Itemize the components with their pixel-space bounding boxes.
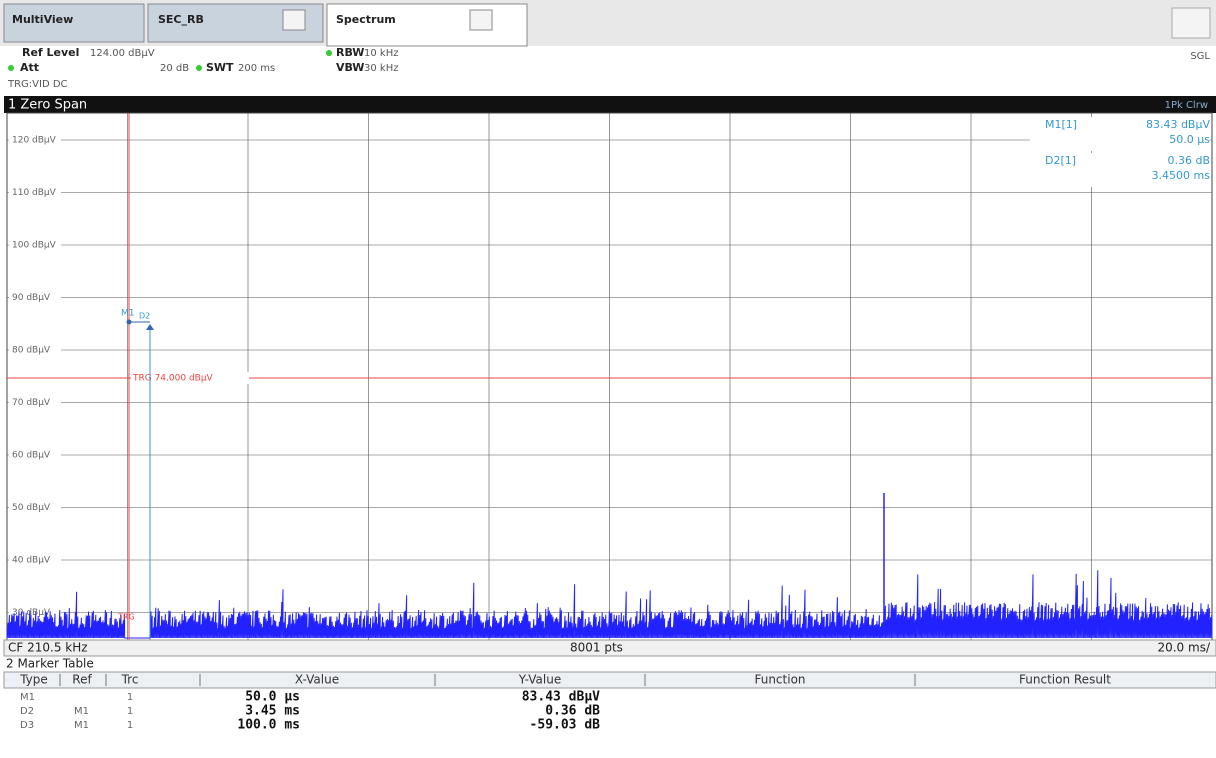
table-title: 2 Marker Table [6, 657, 94, 671]
close-button[interactable] [469, 9, 493, 31]
center-frequency: CF 210.5 kHz [8, 641, 88, 655]
marker-position: 50.0 µs [1169, 133, 1210, 146]
marker-position: 3.4500 ms [1152, 169, 1211, 182]
y-axis-label: 70 dBµV [12, 398, 51, 408]
readout-bg [1030, 117, 1210, 151]
tab[interactable] [3, 3, 145, 43]
marker-name: D2[1] [1045, 154, 1076, 167]
column-header: Function Result [1019, 673, 1111, 687]
tab-label: SEC_RB [158, 13, 204, 26]
y-axis-label: 30 dBµV [12, 608, 51, 618]
label: SWT [206, 61, 234, 74]
trace: TRG 74.000 dBµV TRG M1 D2 [6, 113, 1213, 640]
y-axis-label: 120 dBµV [12, 136, 57, 146]
cell-trace: 1 [127, 720, 133, 731]
marker-value: 83.43 dBµV [1146, 118, 1211, 131]
mode: SGL [1190, 51, 1210, 62]
value: 10 kHz [364, 48, 398, 59]
y-axis-label: 110 dBµV [12, 188, 57, 198]
value: 30 kHz [364, 63, 398, 74]
column-header: X-Value [295, 673, 339, 687]
cell-x: 100.0 ms [237, 718, 300, 733]
value: 20 dB [160, 63, 189, 74]
cell-trace: 1 [127, 706, 133, 717]
cell-type: M1 [20, 692, 35, 703]
column-header: Y-Value [518, 673, 562, 687]
y-axis-label: 60 dBµV [12, 451, 51, 461]
y-axis-label: 80 dBµV [12, 346, 51, 356]
tab-label: Spectrum [336, 13, 396, 26]
label-bg [9, 554, 61, 566]
cell-trace: 1 [127, 692, 133, 703]
close-button[interactable] [282, 9, 306, 31]
trigger: TRG:VID DC [7, 79, 68, 90]
label: Ref Level [22, 46, 79, 59]
table-header [3, 671, 1216, 689]
column-header: Type [19, 673, 48, 687]
label: VBW [336, 61, 364, 74]
cell-x: 3.45 ms [245, 704, 300, 719]
label-bg [9, 606, 61, 619]
value: 200 ms [238, 63, 275, 74]
marker-1 [126, 319, 132, 325]
cell-y: 83.43 dBµV [522, 690, 600, 705]
trace-line [6, 570, 1213, 639]
label-bg [9, 344, 61, 356]
tab-label: MultiView [12, 13, 73, 26]
label-bg [9, 134, 61, 146]
label-bg [9, 501, 61, 514]
window-title-bar [4, 96, 1216, 113]
cell-type: D3 [20, 720, 34, 731]
tab-active[interactable] [326, 3, 528, 47]
header: Ref Level 124.00 dBµV Att 20 dB SWT 200 … [7, 46, 1210, 90]
y-axis-label: 50 dBµV [12, 503, 51, 513]
cell-x: 50.0 µs [245, 690, 300, 705]
marker-name: M1[1] [1045, 118, 1077, 131]
y-axis-label: 40 dBµV [12, 556, 51, 566]
footer-bar [3, 639, 1216, 657]
trace-label: 1Pk Clrw [1165, 100, 1208, 111]
trigger-line-label: TRG 74.000 dBµV [132, 374, 214, 384]
cell-y: -59.03 dB [530, 718, 601, 733]
label-bg [9, 449, 61, 461]
sweep-points: 8001 pts [570, 641, 623, 655]
marker-value: 0.36 dB [1167, 154, 1210, 167]
cell-ref: M1 [74, 706, 89, 717]
status-dot [326, 50, 332, 56]
label: RBW [336, 46, 364, 59]
column-header: Function [754, 673, 805, 687]
column-header: Ref [72, 673, 92, 687]
readout-bg [1030, 153, 1210, 187]
marker-2 [146, 324, 154, 330]
y-axis-label: 90 dBµV [12, 293, 51, 303]
cell-ref: M1 [74, 720, 89, 731]
y-axis-label: 100 dBµV [12, 241, 57, 251]
trigger-mark: TRG [117, 613, 135, 622]
cell-y: 0.36 dB [545, 704, 600, 719]
label: Att [20, 61, 39, 74]
column-header: Trc [121, 673, 139, 687]
window-title: 1 Zero Span [8, 98, 87, 113]
marker-2-label: D2 [139, 312, 150, 321]
time-scale: 20.0 ms/ [1157, 641, 1210, 655]
marker-table: Type Ref Trc X-Value Y-Value Function Function… [19, 673, 1111, 733]
cell-type: D2 [20, 706, 34, 717]
marker-1-label: M1 [121, 309, 135, 319]
menu-button[interactable] [1171, 7, 1211, 39]
label-bg [9, 186, 61, 199]
label-bg [131, 372, 249, 384]
label-bg [9, 239, 61, 251]
label-bg [9, 291, 61, 304]
label-bg [9, 396, 61, 409]
status-dot [8, 65, 14, 71]
status-dot [196, 65, 202, 71]
value: 124.00 dBµV [90, 48, 155, 59]
grid: 120 dBµV 110 dBµV 100 dBµV 90 dBµV 80 dBµV 70… [7, 113, 1212, 640]
